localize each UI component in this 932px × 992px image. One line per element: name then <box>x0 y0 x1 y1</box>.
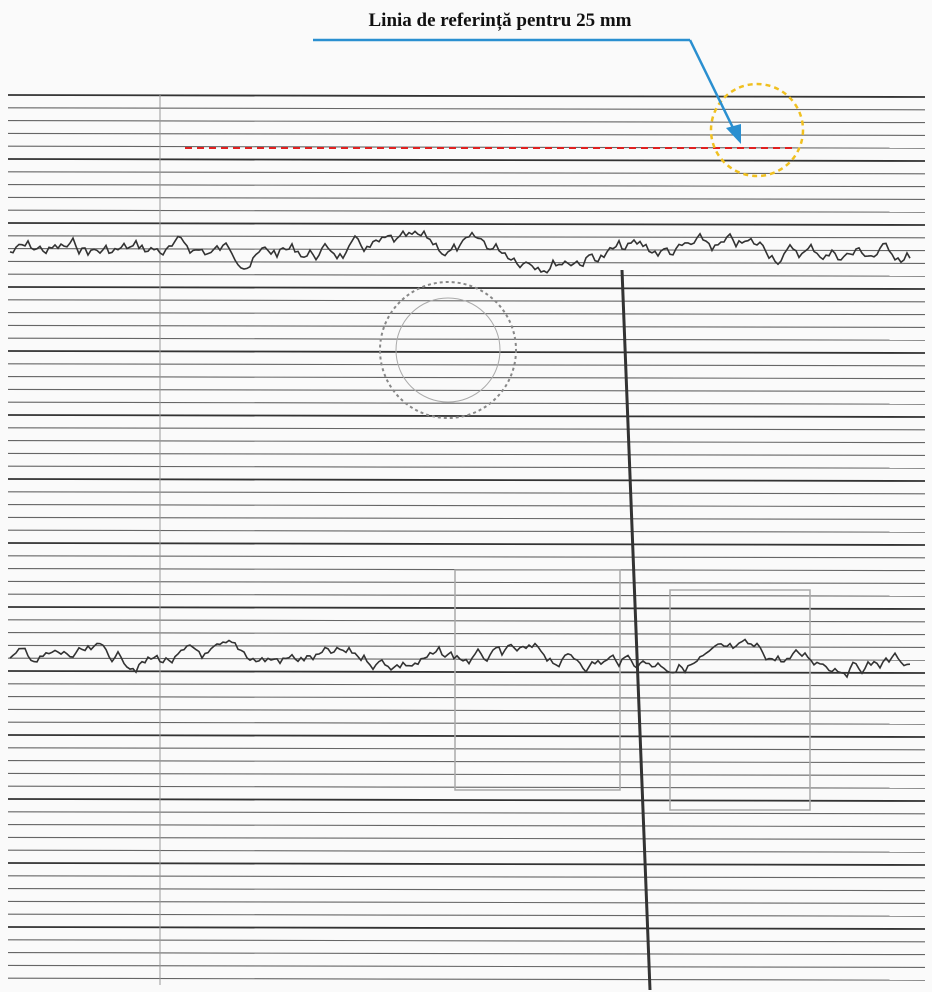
paper-line <box>7 504 926 508</box>
stamp-inner <box>395 297 501 403</box>
paper-line <box>7 529 926 533</box>
paper-line <box>7 734 926 738</box>
paper-line <box>7 721 926 725</box>
paper-line <box>7 94 926 98</box>
paper-line <box>7 644 926 648</box>
paper-line <box>7 939 926 943</box>
paper-line <box>7 696 926 700</box>
paper-line <box>7 465 926 469</box>
paper-line <box>7 952 926 956</box>
paper-line <box>7 324 926 328</box>
paper-line <box>7 862 926 866</box>
paper-line <box>7 401 926 405</box>
paper-line <box>7 683 926 687</box>
paper-line <box>7 491 926 495</box>
paper-line <box>7 286 926 290</box>
paper-line <box>7 785 926 789</box>
trace-upper <box>9 229 911 274</box>
paper-line <box>7 120 926 124</box>
paper-line <box>7 107 926 111</box>
paper-line <box>7 888 926 892</box>
paper-line <box>7 260 926 264</box>
handwritten-box <box>454 569 621 791</box>
paper-line <box>7 132 926 136</box>
paper-line <box>7 273 926 277</box>
paper-line <box>7 427 926 431</box>
paper-line <box>7 849 926 853</box>
paper-line <box>7 824 926 828</box>
paper-line <box>7 452 926 456</box>
paper-line <box>7 209 926 213</box>
paper-line <box>7 337 926 341</box>
paper-line <box>7 478 926 482</box>
chart-paper-lines <box>7 94 926 981</box>
paper-line <box>7 606 926 610</box>
highlight-circle <box>709 82 805 178</box>
arrow-head <box>726 124 741 144</box>
paper-line <box>7 555 926 559</box>
paper-line <box>7 158 926 162</box>
paper-line <box>7 811 926 815</box>
paper-line <box>7 299 926 303</box>
paper-line <box>7 913 926 917</box>
paper-line <box>7 196 926 200</box>
paper-line <box>7 440 926 444</box>
paper-line <box>7 593 926 597</box>
paper-line <box>7 376 926 380</box>
paper-line <box>7 414 926 418</box>
paper-line <box>7 836 926 840</box>
paper-line <box>7 670 926 674</box>
paper-line <box>7 926 926 930</box>
paper-line <box>7 388 926 392</box>
paper-line <box>7 580 926 584</box>
annotation-arrow <box>688 39 737 133</box>
paper-line <box>7 222 926 226</box>
paper-line <box>7 184 926 188</box>
paper-line <box>7 900 926 904</box>
paper-line <box>7 516 926 520</box>
paper-line <box>7 312 926 316</box>
paper-line <box>7 350 926 354</box>
paper-line <box>7 248 926 252</box>
paper-line <box>7 977 926 981</box>
paper-line <box>7 772 926 776</box>
trace-lower <box>9 638 911 679</box>
paper-line <box>7 363 926 367</box>
paper-line <box>7 875 926 879</box>
stamp <box>379 281 517 419</box>
annotation-text: Linia de referință pentru 25 mm <box>369 10 632 31</box>
paper-line <box>7 619 926 623</box>
paper-line <box>7 542 926 546</box>
paper-line <box>7 760 926 764</box>
paper-line <box>7 708 926 712</box>
paper-line <box>7 798 926 802</box>
handwritten-box <box>669 589 811 811</box>
pen-line <box>620 269 652 991</box>
paper-line <box>7 964 926 968</box>
paper-line <box>7 632 926 636</box>
paper-line <box>7 747 926 751</box>
